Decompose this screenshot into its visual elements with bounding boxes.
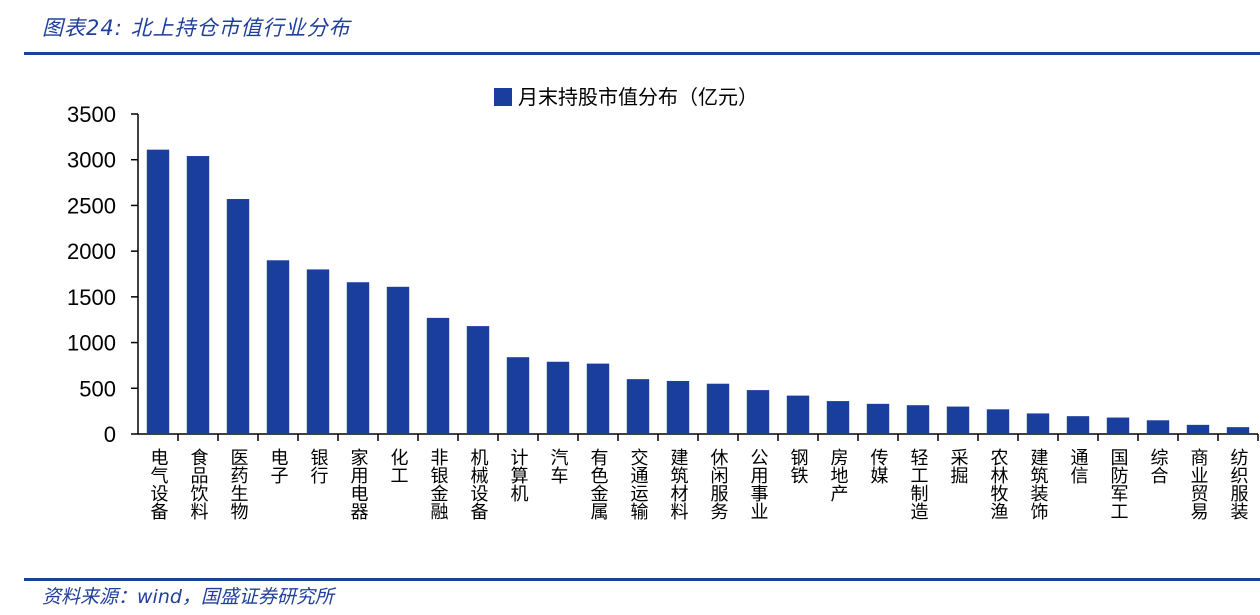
bar-采掘: [946, 406, 970, 434]
category-label: 纺织服装: [1228, 448, 1249, 520]
bar-家用电器: [346, 282, 370, 434]
bar-化工: [386, 286, 410, 434]
category-label: 休闲服务: [708, 448, 729, 520]
bar-汽车: [546, 361, 570, 434]
bar-电气设备: [146, 149, 170, 434]
bar-非银金融: [426, 317, 450, 434]
bar-轻工制造: [906, 405, 930, 434]
category-label: 电气设备: [148, 448, 169, 520]
bar-医药生物: [226, 199, 250, 434]
category-label: 汽车: [548, 448, 569, 484]
category-label: 通信: [1068, 448, 1089, 484]
legend-label: 月末持股市值分布（亿元）: [518, 85, 758, 109]
bottom-rule: [24, 578, 1260, 581]
category-label: 化工: [388, 448, 409, 484]
category-label: 计算机: [508, 448, 529, 502]
bar-商业贸易: [1186, 424, 1210, 434]
category-label: 房地产: [828, 448, 849, 502]
y-tick-label: 3500: [67, 102, 116, 127]
category-label: 商业贸易: [1188, 448, 1209, 521]
category-label: 食品饮料: [188, 448, 209, 520]
bar-食品饮料: [186, 156, 210, 435]
bar-农林牧渔: [986, 409, 1010, 434]
category-label: 综合: [1148, 448, 1169, 484]
y-tick-label: 2000: [67, 239, 116, 264]
bar-chart: 月末持股市值分布（亿元） 0 500 1000 1500 2000 2500 3000 3500…: [67, 85, 1259, 521]
bar-计算机: [506, 357, 530, 434]
bar-通信: [1066, 416, 1090, 434]
bar-传媒: [866, 403, 890, 434]
source-note: 资料来源：wind，国盛证券研究所: [42, 586, 334, 608]
category-label: 采掘: [948, 448, 969, 484]
bar-电子: [266, 260, 290, 434]
category-label: 非银金融: [428, 448, 449, 520]
bar-钢铁: [786, 395, 810, 434]
top-rule: [24, 52, 1260, 55]
category-label: 机械设备: [468, 448, 489, 520]
y-tick-label: 1000: [67, 331, 116, 356]
y-tick-label: 3000: [67, 148, 116, 173]
bar-休闲服务: [706, 383, 730, 434]
category-label: 钢铁: [788, 448, 809, 484]
bar-纺织服装: [1226, 427, 1250, 434]
category-label: 轻工制造: [908, 448, 929, 520]
bar-综合: [1146, 420, 1170, 434]
category-label: 公用事业: [748, 448, 769, 520]
bar-银行: [306, 269, 330, 434]
category-label: 国防军工: [1108, 448, 1129, 520]
y-tick-label: 2500: [67, 193, 116, 218]
bar-有色金属: [586, 363, 610, 434]
bar-房地产: [826, 401, 850, 434]
category-label: 传媒: [868, 448, 889, 484]
category-label: 电子: [268, 448, 289, 484]
category-label: 建筑装饰: [1028, 448, 1049, 520]
bar-公用事业: [746, 390, 770, 434]
category-label: 交通运输: [628, 448, 649, 521]
category-label: 家用电器: [348, 448, 369, 520]
bar-建筑材料: [666, 380, 690, 434]
category-label: 建筑材料: [668, 448, 689, 520]
y-tick-label: 0: [104, 422, 116, 447]
bar-建筑装饰: [1026, 413, 1050, 434]
category-label: 医药生物: [228, 448, 249, 520]
bar-机械设备: [466, 326, 490, 434]
legend-swatch: [494, 88, 512, 106]
y-tick-label: 1500: [67, 285, 116, 310]
category-label: 银行: [308, 448, 329, 484]
category-label: 农林牧渔: [988, 448, 1009, 520]
bar-交通运输: [626, 379, 650, 434]
y-tick-label: 500: [79, 376, 116, 401]
figure-title: 图表24: 北上持仓市值行业分布: [42, 16, 351, 40]
bar-国防军工: [1106, 417, 1130, 434]
category-label: 有色金属: [588, 448, 609, 520]
